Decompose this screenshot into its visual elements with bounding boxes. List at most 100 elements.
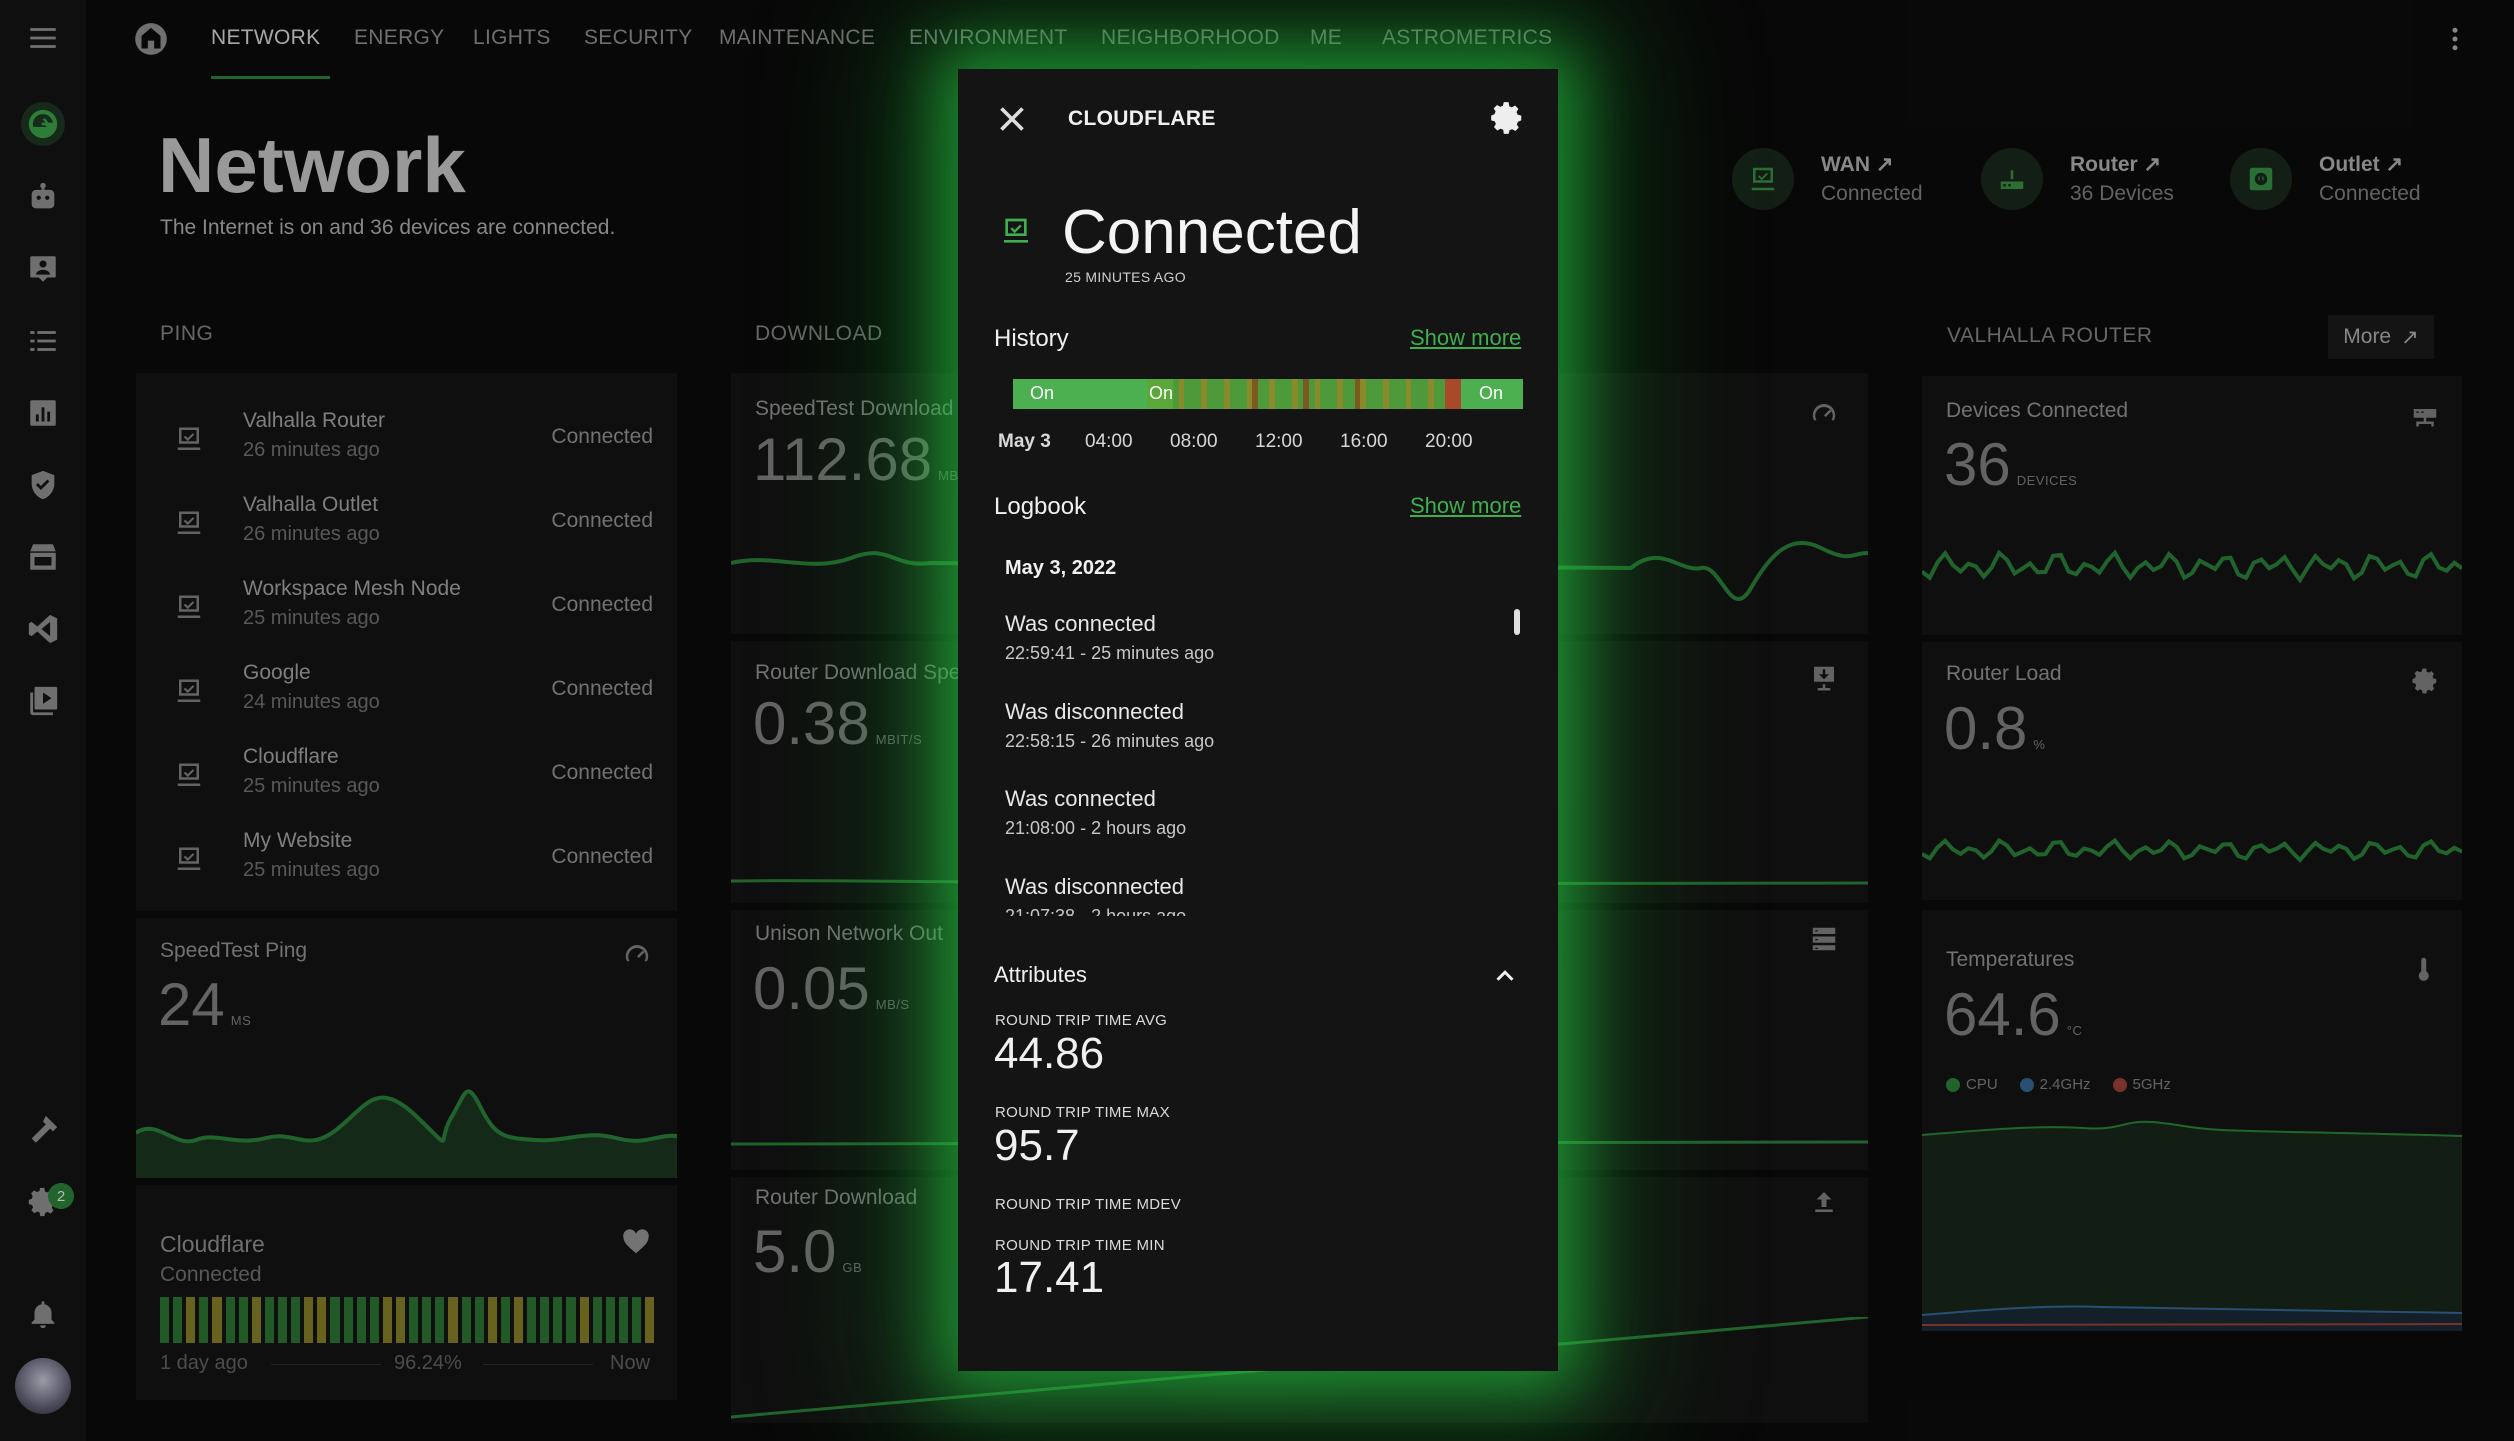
sidebar-item-media-icon[interactable] <box>21 679 65 723</box>
attribute-value: 17.41 <box>994 1253 1105 1302</box>
tab-neighborhood[interactable]: NEIGHBORHOOD <box>1101 26 1280 49</box>
more-button[interactable]: More ↗ <box>2328 315 2434 359</box>
speedtest-ping-card[interactable]: SpeedTest Ping 24 MS <box>136 918 677 1178</box>
history-timeline-bar[interactable] <box>1013 379 1523 409</box>
network-download-icon <box>1809 663 1839 693</box>
sidebar: 2 <box>0 0 86 1441</box>
devices-connected-card[interactable]: Devices Connected 36 DEVICES <box>1922 376 2462 635</box>
tab-environment[interactable]: ENVIRONMENT <box>909 26 1068 49</box>
ping-row[interactable]: Google 24 minutes ago Connected <box>136 655 677 731</box>
sidebar-item-list-icon[interactable] <box>21 319 65 363</box>
cloudflare-card-name: Cloudflare <box>160 1231 265 1257</box>
tab-maintenance[interactable]: MAINTENANCE <box>719 26 876 49</box>
history-segment <box>1377 379 1383 409</box>
uptime-segment <box>186 1297 196 1343</box>
sidebar-item-hacs-icon[interactable] <box>21 535 65 579</box>
cloudflare-uptime-card[interactable]: Cloudflare Connected 1 day ago 96.24% No… <box>136 1185 677 1400</box>
download-card-label: Unison Network Out <box>755 922 943 945</box>
active-tab-indicator <box>211 76 330 79</box>
tab-energy[interactable]: ENERGY <box>354 26 445 49</box>
router-load-card[interactable]: Router Load 0.8% <box>1922 642 2462 900</box>
ping-row[interactable]: Valhalla Outlet 26 minutes ago Connected <box>136 487 677 563</box>
ping-row-state: Connected <box>551 677 653 700</box>
sidebar-item-chart-icon[interactable] <box>21 391 65 435</box>
entity-state: Connected <box>1821 182 1923 205</box>
menu-icon[interactable] <box>21 16 65 60</box>
close-icon[interactable] <box>994 101 1030 137</box>
sidebar-item-hammer-icon[interactable] <box>21 1108 65 1152</box>
notifications-bell-icon[interactable] <box>21 1292 65 1336</box>
ping-row[interactable]: Cloudflare 25 minutes ago Connected <box>136 739 677 815</box>
sidebar-item-vscode-icon[interactable] <box>21 607 65 651</box>
legend-24ghz: 2.4GHz <box>2019 1076 2091 1093</box>
ping-row-name: My Website <box>243 829 353 852</box>
gear-icon[interactable] <box>1488 99 1526 137</box>
uptime-segment <box>212 1297 222 1343</box>
chevron-up-icon[interactable] <box>1490 961 1520 991</box>
entity-state: Connected <box>2319 182 2421 205</box>
history-segment <box>1422 379 1429 409</box>
entity-name: Outlet ↗ <box>2319 153 2404 176</box>
logbook-entry-text: Was connected <box>1005 611 1156 636</box>
tab-security[interactable]: SECURITY <box>584 26 693 49</box>
ping-row-name: Valhalla Outlet <box>243 493 379 516</box>
tab-me[interactable]: ME <box>1310 26 1343 49</box>
history-segment <box>1269 379 1276 409</box>
divider <box>271 1364 381 1365</box>
tab-astrometrics[interactable]: ASTROMETRICS <box>1382 26 1553 49</box>
attribute-value: 44.86 <box>994 1029 1105 1078</box>
logbook-list[interactable]: May 3, 2022 Was connected 22:59:41 - 25 … <box>958 539 1558 979</box>
uptime-segment <box>225 1297 235 1343</box>
history-segment <box>1275 379 1281 409</box>
history-segment <box>1246 379 1253 409</box>
ping-row[interactable]: My Website 25 minutes ago Connected <box>136 823 677 899</box>
sidebar-item-overview-icon[interactable] <box>21 102 65 146</box>
uptime-segment <box>173 1297 183 1343</box>
download-sparkline <box>731 541 1868 601</box>
home-icon[interactable] <box>132 20 170 58</box>
heart-icon[interactable] <box>621 1227 651 1257</box>
ping-row[interactable]: Workspace Mesh Node 25 minutes ago Connect… <box>136 571 677 647</box>
history-segment <box>1309 379 1315 409</box>
tab-network[interactable]: NETWORK <box>211 26 321 49</box>
history-segment <box>1173 379 1179 409</box>
uptime-segment <box>461 1297 471 1343</box>
ping-row-time: 25 minutes ago <box>243 775 380 797</box>
server-icon <box>1809 924 1839 954</box>
user-avatar[interactable] <box>15 1358 71 1414</box>
ping-row-state: Connected <box>551 593 653 616</box>
uptime-start: 1 day ago <box>160 1352 248 1374</box>
history-segment <box>1314 379 1321 409</box>
logbook-entry-text: Was disconnected <box>1005 874 1184 899</box>
ping-row-time: 26 minutes ago <box>243 439 380 461</box>
history-segment <box>1360 379 1366 409</box>
history-tick: 12:00 <box>1255 431 1303 452</box>
sidebar-item-account-box-icon[interactable] <box>21 247 65 291</box>
speedtest-ping-value: 24 MS <box>158 971 252 1038</box>
tab-lights[interactable]: LIGHTS <box>473 26 551 49</box>
ping-row[interactable]: Valhalla Router 26 minutes ago Connected <box>136 403 677 479</box>
history-on-label: On <box>1479 383 1504 403</box>
cloudflare-card-state: Connected <box>160 1263 262 1286</box>
overflow-menu-icon[interactable] <box>2440 22 2470 56</box>
legend-5ghz: 5GHz <box>2112 1076 2171 1093</box>
logbook-scrollbar[interactable] <box>1514 609 1520 635</box>
temperatures-card[interactable]: Temperatures 64.6 °C CPU 2.4GHz 5GHz <box>1922 910 2462 1331</box>
ping-row-name: Workspace Mesh Node <box>243 577 461 600</box>
history-show-more-link[interactable]: Show more <box>1410 325 1522 350</box>
sidebar-item-shield-icon[interactable] <box>21 463 65 507</box>
lan-connect-icon <box>174 677 204 707</box>
sidebar-item-robot-icon[interactable] <box>21 175 65 219</box>
history-title: History <box>994 325 1069 352</box>
uptime-segment <box>540 1297 550 1343</box>
logbook-show-more-link[interactable]: Show more <box>1410 493 1522 518</box>
uptime-segment <box>238 1297 248 1343</box>
download-card-label: SpeedTest Download <box>755 397 954 420</box>
download-card-label: Router Download Spe <box>755 661 961 684</box>
ping-row-time: 26 minutes ago <box>243 523 380 545</box>
uptime-segment <box>409 1297 419 1343</box>
temps-chart <box>1922 1120 2462 1331</box>
load-value: 0.8% <box>1944 695 2046 762</box>
history-segment <box>1241 379 1247 409</box>
